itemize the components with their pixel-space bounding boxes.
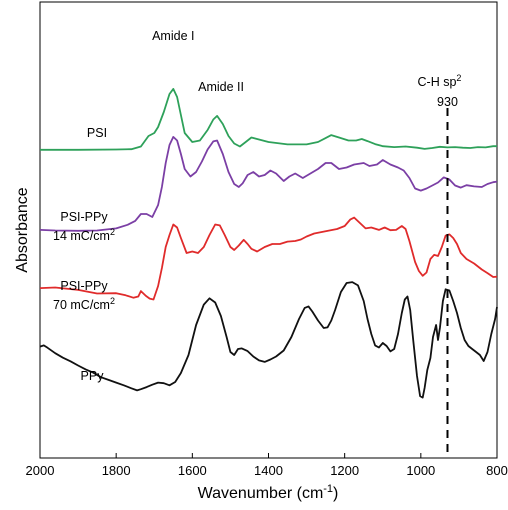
series-label-1: PSI	[87, 126, 107, 140]
x-tick-label: 1600	[178, 463, 207, 478]
annotation-1: Amide I	[152, 29, 194, 43]
series-line-2	[39, 136, 498, 232]
series-label-2: 14 mC/cm2	[53, 227, 115, 243]
x-axis-title: Wavenumber (cm-1)	[198, 483, 339, 502]
series-label-3: 70 mC/cm2	[53, 296, 115, 312]
series-label-3: PSI-PPy	[60, 279, 108, 293]
series-label-2: PSI-PPy	[60, 210, 108, 224]
series-group	[39, 88, 498, 399]
series-line-1	[40, 88, 497, 151]
x-tick-label: 1800	[102, 463, 131, 478]
y-axis-title: Absorbance	[14, 187, 31, 272]
x-tick-label: 800	[486, 463, 508, 478]
x-tick-label: 1400	[254, 463, 283, 478]
x-axis: 2000 1800 1600 1400 1200 1000 800	[26, 453, 508, 478]
series-line-3	[39, 216, 498, 301]
x-tick-label: 2000	[26, 463, 55, 478]
annotation-3: C-H sp2	[418, 73, 462, 89]
series-labels: PSI PSI-PPy 14 mC/cm2 PSI-PPy 70 mC/cm2 PPy	[53, 126, 115, 383]
x-tick-label: 1000	[406, 463, 435, 478]
peak-annotations: Amide I Amide II C-H sp2 930	[152, 29, 461, 109]
series-label-4: PPy	[81, 369, 105, 383]
series-line-4	[39, 281, 498, 399]
annotation-2: Amide II	[198, 80, 244, 94]
annotation-4: 930	[437, 95, 458, 109]
x-tick-label: 1200	[330, 463, 359, 478]
